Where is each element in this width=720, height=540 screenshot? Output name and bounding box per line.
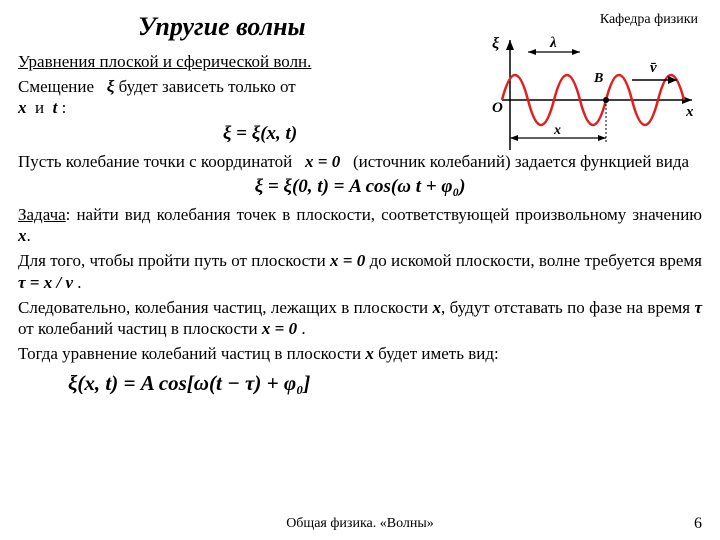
text: : найти вид колебания точек в плоскости,… (66, 205, 702, 224)
var-x0: x = 0 (330, 251, 365, 270)
var-x: x (18, 226, 27, 245)
paragraph-4: Для того, чтобы пройти путь от плоскости… (18, 250, 702, 293)
var-tau: τ (694, 298, 702, 317)
text: . (297, 319, 306, 338)
text: Тогда уравнение колебаний частиц в плоск… (18, 344, 365, 363)
wave-diagram: λ v̄ B x ξ O x (482, 30, 702, 160)
paragraph-1: Смещение ξ будет зависеть только от x и … (18, 76, 418, 119)
footer: Общая физика. «Волны» 6 (0, 516, 720, 532)
text: будет зависеть только от (119, 77, 296, 96)
svg-text:ξ: ξ (492, 35, 500, 52)
var-x: x (433, 298, 442, 317)
var-x: x (365, 344, 374, 363)
text: . (27, 226, 31, 245)
formula-tau: τ = x / v (18, 273, 73, 292)
svg-text:x: x (685, 104, 694, 120)
task-label: Задача (18, 205, 66, 224)
var-x0: x = 0 (305, 152, 340, 171)
page-title: Упругие волны (138, 12, 306, 42)
text: Для того, чтобы пройти путь от плоскости (18, 251, 330, 270)
text: Следовательно, колебания частиц, лежащих… (18, 298, 433, 317)
page-number: 6 (694, 515, 702, 533)
formula-source: ξ = ξ(0, t) = A cos(ω t + φ₀) (18, 176, 702, 198)
formula-result: ξ(x, t) = A cos[ω(t − τ) + φ₀] (68, 371, 702, 396)
svg-text:v̄: v̄ (650, 60, 657, 76)
text: будет иметь вид: (374, 344, 499, 363)
svg-text:B: B (593, 71, 603, 86)
text: Пусть колебание точки с координатой (18, 152, 292, 171)
svg-text:O: O (492, 100, 503, 116)
var-t: t (53, 98, 58, 117)
text: : (62, 98, 67, 117)
var-xi: ξ (107, 77, 115, 96)
var-x0: x = 0 (262, 319, 297, 338)
text: , будут отставать по фазе на время (441, 298, 694, 317)
text: и (35, 98, 44, 117)
text: от колебаний частиц в плоскости (18, 319, 262, 338)
text: . (73, 273, 82, 292)
svg-text:x: x (553, 123, 561, 138)
paragraph-task: Задача: найти вид колебания точек в плос… (18, 204, 702, 247)
text: до искомой плоскости, волне требуется вр… (365, 251, 702, 270)
text: Смещение (18, 77, 94, 96)
paragraph-5: Следовательно, колебания частиц, лежащих… (18, 297, 702, 340)
footer-course: Общая физика. «Волны» (286, 516, 434, 532)
department-label: Кафедра физики (600, 12, 698, 28)
svg-text:λ: λ (549, 35, 557, 51)
var-x: x (18, 98, 27, 117)
paragraph-6: Тогда уравнение колебаний частиц в плоск… (18, 343, 702, 364)
